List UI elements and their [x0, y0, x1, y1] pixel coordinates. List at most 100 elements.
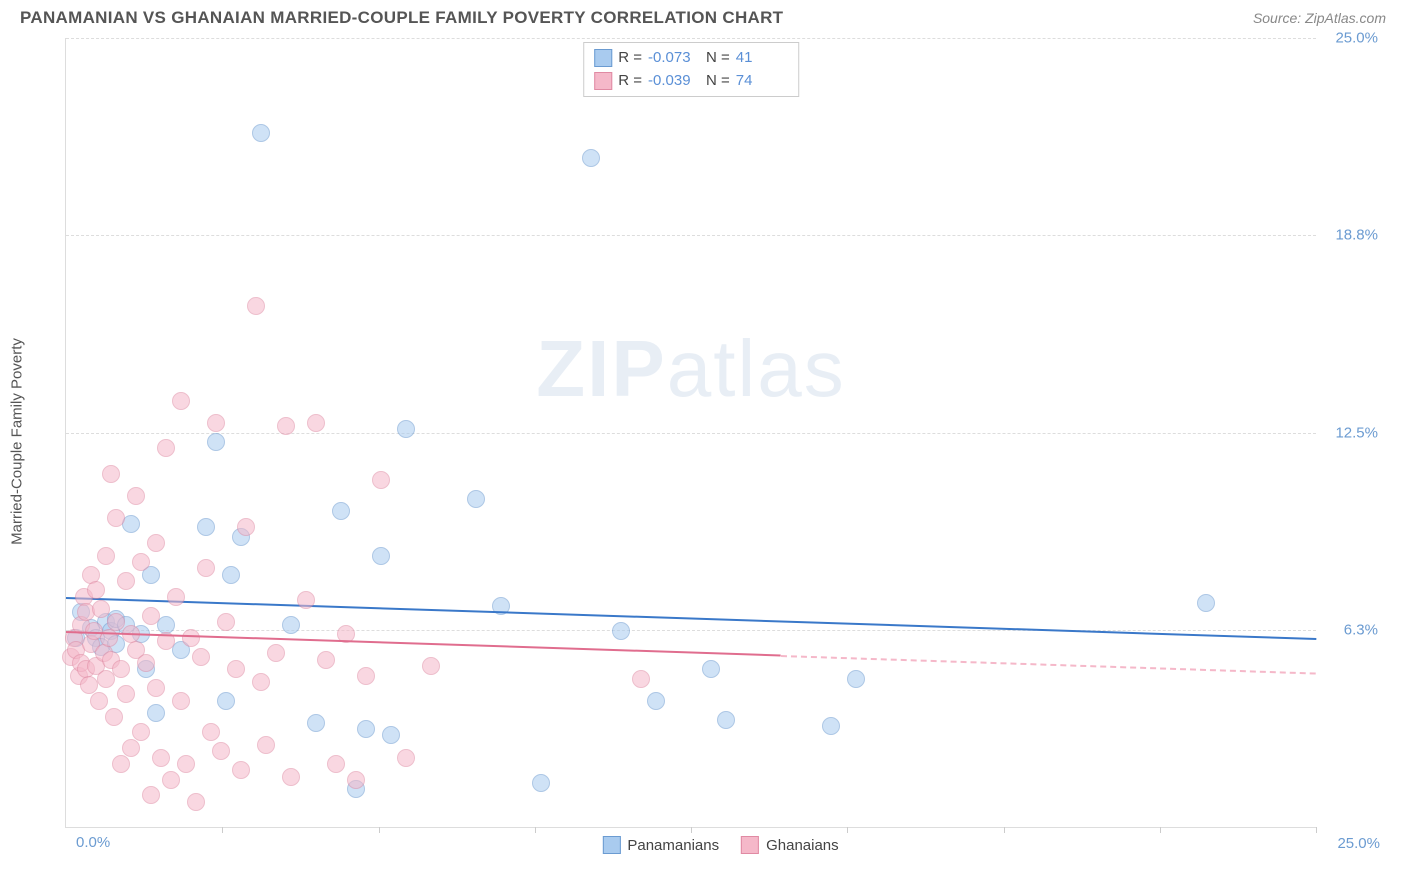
- swatch-ghanaians: [594, 72, 612, 90]
- data-point: [247, 297, 265, 315]
- data-point: [307, 414, 325, 432]
- data-point: [187, 793, 205, 811]
- swatch-panamanians-icon: [602, 836, 620, 854]
- data-point: [177, 755, 195, 773]
- y-tick-label: 6.3%: [1344, 621, 1378, 638]
- legend-series: Panamanians Ghanaians: [602, 836, 838, 854]
- data-point: [357, 720, 375, 738]
- data-point: [282, 768, 300, 786]
- data-point: [382, 726, 400, 744]
- data-point: [97, 547, 115, 565]
- data-point: [172, 392, 190, 410]
- x-tick: [222, 827, 223, 833]
- data-point: [132, 723, 150, 741]
- data-point: [267, 644, 285, 662]
- data-point: [132, 553, 150, 571]
- data-point: [102, 465, 120, 483]
- chart-container: Married-Couple Family Poverty ZIPatlas R…: [55, 38, 1386, 828]
- data-point: [372, 471, 390, 489]
- data-point: [197, 518, 215, 536]
- data-point: [172, 692, 190, 710]
- x-tick: [1004, 827, 1005, 833]
- data-point: [182, 629, 200, 647]
- r-value-ghanaians: -0.039: [648, 70, 700, 93]
- data-point: [257, 736, 275, 754]
- n-value-panamanians: 41: [736, 47, 788, 70]
- data-point: [207, 433, 225, 451]
- gridline: [66, 38, 1316, 39]
- x-tick: [379, 827, 380, 833]
- data-point: [222, 566, 240, 584]
- watermark: ZIPatlas: [536, 323, 845, 415]
- data-point: [332, 502, 350, 520]
- data-point: [147, 679, 165, 697]
- data-point: [122, 739, 140, 757]
- data-point: [397, 749, 415, 767]
- data-point: [137, 654, 155, 672]
- data-point: [105, 708, 123, 726]
- data-point: [232, 761, 250, 779]
- data-point: [207, 414, 225, 432]
- data-point: [112, 660, 130, 678]
- plot-area: ZIPatlas R = -0.073 N = 41 R = -0.039 N …: [65, 38, 1316, 828]
- data-point: [167, 588, 185, 606]
- data-point: [702, 660, 720, 678]
- data-point: [107, 613, 125, 631]
- x-axis-min-label: 0.0%: [76, 834, 110, 851]
- data-point: [192, 648, 210, 666]
- data-point: [112, 755, 130, 773]
- swatch-ghanaians-icon: [741, 836, 759, 854]
- x-tick: [691, 827, 692, 833]
- data-point: [107, 509, 125, 527]
- data-point: [582, 149, 600, 167]
- y-tick-label: 18.8%: [1335, 227, 1378, 244]
- gridline: [66, 630, 1316, 631]
- legend-correlation: R = -0.073 N = 41 R = -0.039 N = 74: [583, 42, 799, 97]
- data-point: [297, 591, 315, 609]
- data-point: [612, 622, 630, 640]
- data-point: [147, 534, 165, 552]
- n-value-ghanaians: 74: [736, 70, 788, 93]
- x-tick: [847, 827, 848, 833]
- y-tick-label: 12.5%: [1335, 424, 1378, 441]
- data-point: [422, 657, 440, 675]
- data-point: [467, 490, 485, 508]
- data-point: [157, 439, 175, 457]
- data-point: [117, 572, 135, 590]
- x-tick: [1160, 827, 1161, 833]
- data-point: [632, 670, 650, 688]
- gridline: [66, 235, 1316, 236]
- data-point: [647, 692, 665, 710]
- x-tick: [535, 827, 536, 833]
- data-point: [212, 742, 230, 760]
- data-point: [317, 651, 335, 669]
- legend-item-ghanaians: Ghanaians: [741, 836, 839, 854]
- data-point: [127, 487, 145, 505]
- legend-row-ghanaians: R = -0.039 N = 74: [594, 70, 788, 93]
- y-tick-label: 25.0%: [1335, 30, 1378, 47]
- data-point: [347, 771, 365, 789]
- data-point: [277, 417, 295, 435]
- data-point: [87, 581, 105, 599]
- data-point: [202, 723, 220, 741]
- data-point: [532, 774, 550, 792]
- legend-row-panamanians: R = -0.073 N = 41: [594, 47, 788, 70]
- data-point: [372, 547, 390, 565]
- r-value-panamanians: -0.073: [648, 47, 700, 70]
- data-point: [197, 559, 215, 577]
- y-axis-label: Married-Couple Family Poverty: [9, 338, 26, 545]
- source-attribution: Source: ZipAtlas.com: [1253, 10, 1386, 26]
- data-point: [397, 420, 415, 438]
- data-point: [117, 685, 135, 703]
- data-point: [217, 692, 235, 710]
- data-point: [237, 518, 255, 536]
- trend-line: [66, 597, 1316, 640]
- data-point: [227, 660, 245, 678]
- x-tick: [1316, 827, 1317, 833]
- data-point: [152, 749, 170, 767]
- legend-item-panamanians: Panamanians: [602, 836, 719, 854]
- data-point: [357, 667, 375, 685]
- chart-title: PANAMANIAN VS GHANAIAN MARRIED-COUPLE FA…: [20, 8, 783, 28]
- data-point: [162, 771, 180, 789]
- data-point: [822, 717, 840, 735]
